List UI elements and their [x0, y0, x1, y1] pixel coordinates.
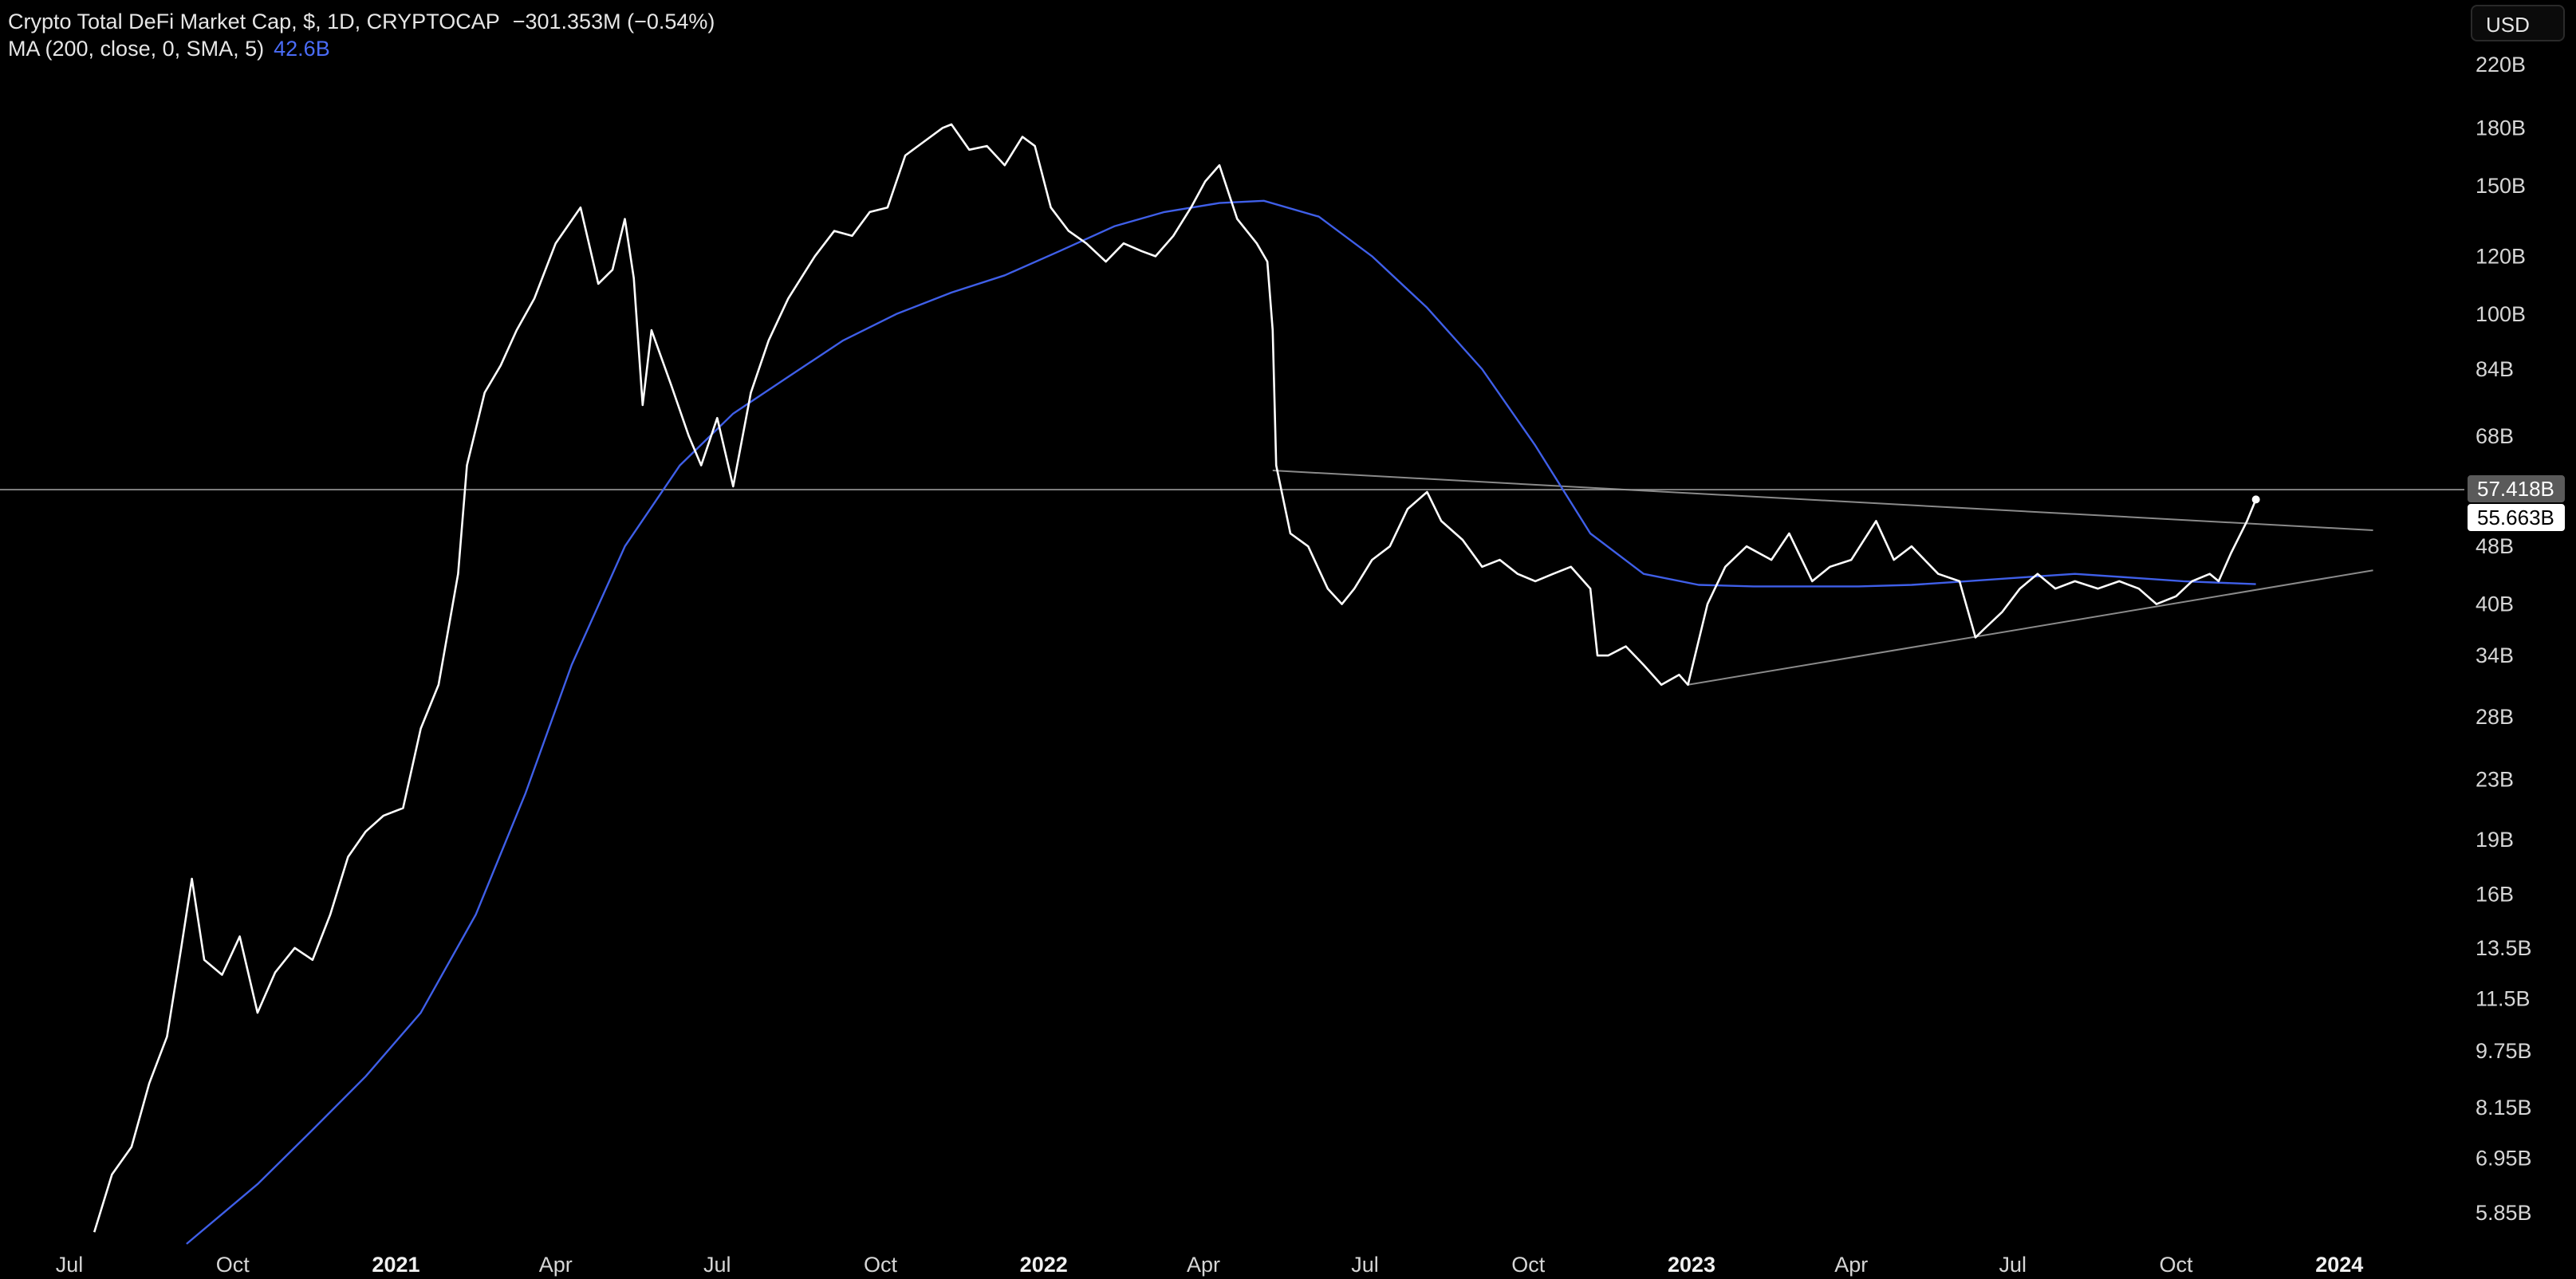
x-tick-label: Oct	[2159, 1253, 2193, 1277]
last-price-badge	[2468, 504, 2565, 532]
price-badges: 57.418B 55.663B	[2468, 475, 2565, 532]
y-tick-label: 16B	[2476, 882, 2514, 906]
y-tick-label: 8.15B	[2476, 1096, 2532, 1120]
chart-legend: Crypto Total DeFi Market Cap, $, 1D, CRY…	[8, 8, 715, 62]
y-tick-label: 40B	[2476, 592, 2514, 616]
y-tick-label: 11.5B	[2476, 986, 2531, 1010]
y-tick-label: 180B	[2476, 116, 2526, 140]
y-tick-label: 9.75B	[2476, 1039, 2532, 1063]
legend-title-row: Crypto Total DeFi Market Cap, $, 1D, CRY…	[8, 8, 715, 35]
y-axis[interactable]: 220B 180B 150B 120B 100B 84B 68B 48B 40B 34B 28B 23…	[2476, 53, 2532, 1225]
horizontal-line-badge	[2468, 475, 2565, 503]
y-tick-label: 150B	[2476, 174, 2526, 198]
currency-button[interactable]: USD	[2471, 5, 2565, 41]
x-tick-label: Oct	[1511, 1253, 1546, 1277]
x-tick-label: 2023	[1668, 1253, 1715, 1277]
x-tick-label: 2022	[1020, 1253, 1068, 1277]
x-tick-label: Jul	[703, 1253, 731, 1277]
last-price-badge-label: 55.663B	[2477, 506, 2554, 529]
lower-trend-line	[1688, 569, 2373, 686]
x-tick-label: Jul	[56, 1253, 84, 1277]
legend-change: −301.353M (−0.54%)	[512, 10, 715, 33]
y-tick-label: 28B	[2476, 705, 2514, 729]
y-tick-label: 84B	[2476, 357, 2514, 381]
y-tick-label: 13.5B	[2476, 936, 2532, 960]
y-tick-label: 220B	[2476, 53, 2526, 77]
x-tick-label: Jul	[1999, 1253, 2027, 1277]
price-series-layer	[93, 123, 2260, 1233]
y-tick-label: 19B	[2476, 828, 2514, 852]
x-tick-label: Oct	[864, 1253, 898, 1277]
x-tick-label: Apr	[1834, 1253, 1868, 1277]
y-tick-label: 23B	[2476, 767, 2514, 791]
y-tick-label: 100B	[2476, 302, 2526, 326]
last-price-point	[2251, 495, 2260, 504]
x-tick-label: Jul	[1351, 1253, 1379, 1277]
trend-lines	[1272, 470, 2373, 686]
x-axis[interactable]: Jul Oct 2021 Apr Jul Oct 2022 Apr Jul Oct 2023 Apr J…	[56, 1253, 2364, 1277]
legend-ma-value: 42.6B	[274, 37, 330, 61]
ma-line	[186, 199, 2256, 1245]
y-tick-label: 5.85B	[2476, 1201, 2532, 1225]
x-tick-label: 2021	[372, 1253, 419, 1277]
x-tick-label: Apr	[539, 1253, 573, 1277]
ma-series-layer	[186, 199, 2256, 1245]
legend-title: Crypto Total DeFi Market Cap, $, 1D, CRY…	[8, 10, 500, 33]
x-tick-label: Oct	[216, 1253, 250, 1277]
horizontal-line-badge-label: 57.418B	[2477, 477, 2554, 501]
price-line	[93, 123, 2257, 1233]
upper-trend-line	[1272, 470, 2373, 532]
x-tick-label: 2024	[2315, 1253, 2363, 1277]
y-tick-label: 6.95B	[2476, 1146, 2532, 1170]
y-tick-label: 48B	[2476, 534, 2514, 558]
legend-ma-label: MA (200, close, 0, SMA, 5)	[8, 37, 265, 61]
legend-ma-row[interactable]: MA (200, close, 0, SMA, 5) 42.6B	[8, 35, 715, 62]
y-tick-label: 34B	[2476, 643, 2514, 667]
y-tick-label: 120B	[2476, 244, 2526, 268]
x-tick-label: Apr	[1187, 1253, 1220, 1277]
y-tick-label: 68B	[2476, 424, 2514, 448]
